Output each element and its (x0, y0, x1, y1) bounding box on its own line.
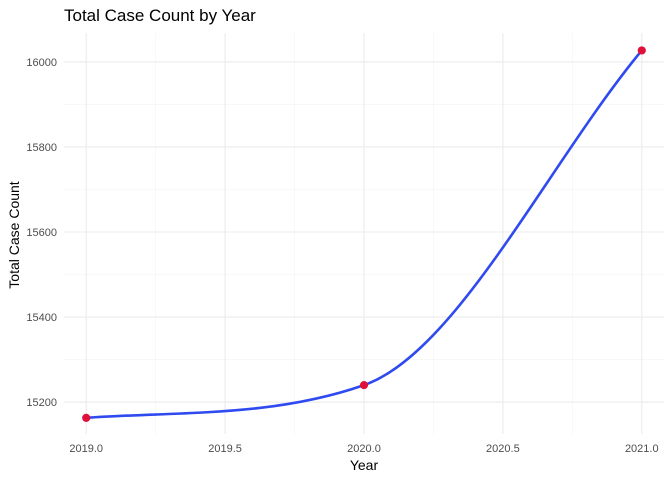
x-tick-label: 2019.0 (69, 443, 103, 455)
series-layer (84, 49, 644, 420)
x-tick-label: 2019.5 (208, 443, 242, 455)
series-line (84, 49, 644, 420)
y-tick-label: 15600 (26, 227, 57, 239)
y-tick-label: 15400 (26, 312, 57, 324)
x-axis-title: Year (350, 457, 379, 473)
y-tick-label: 15800 (26, 142, 57, 154)
y-tick-label: 15200 (26, 397, 57, 409)
y-axis-ticks: 15200 15400 15600 15800 16000 (26, 57, 57, 409)
x-tick-label: 2021.0 (625, 443, 659, 455)
y-axis-title: Total Case Count (6, 181, 22, 289)
chart-title: Total Case Count by Year (64, 6, 256, 25)
x-tick-label: 2020.5 (486, 443, 520, 455)
data-point (637, 46, 646, 55)
data-point (359, 380, 369, 390)
x-axis-ticks: 2019.0 2019.5 2020.0 2020.5 2021.0 (69, 443, 658, 455)
x-tick-label: 2020.0 (347, 443, 381, 455)
data-point (82, 413, 91, 422)
points-layer (82, 46, 646, 422)
y-tick-label: 16000 (26, 57, 57, 69)
grid (64, 33, 664, 434)
